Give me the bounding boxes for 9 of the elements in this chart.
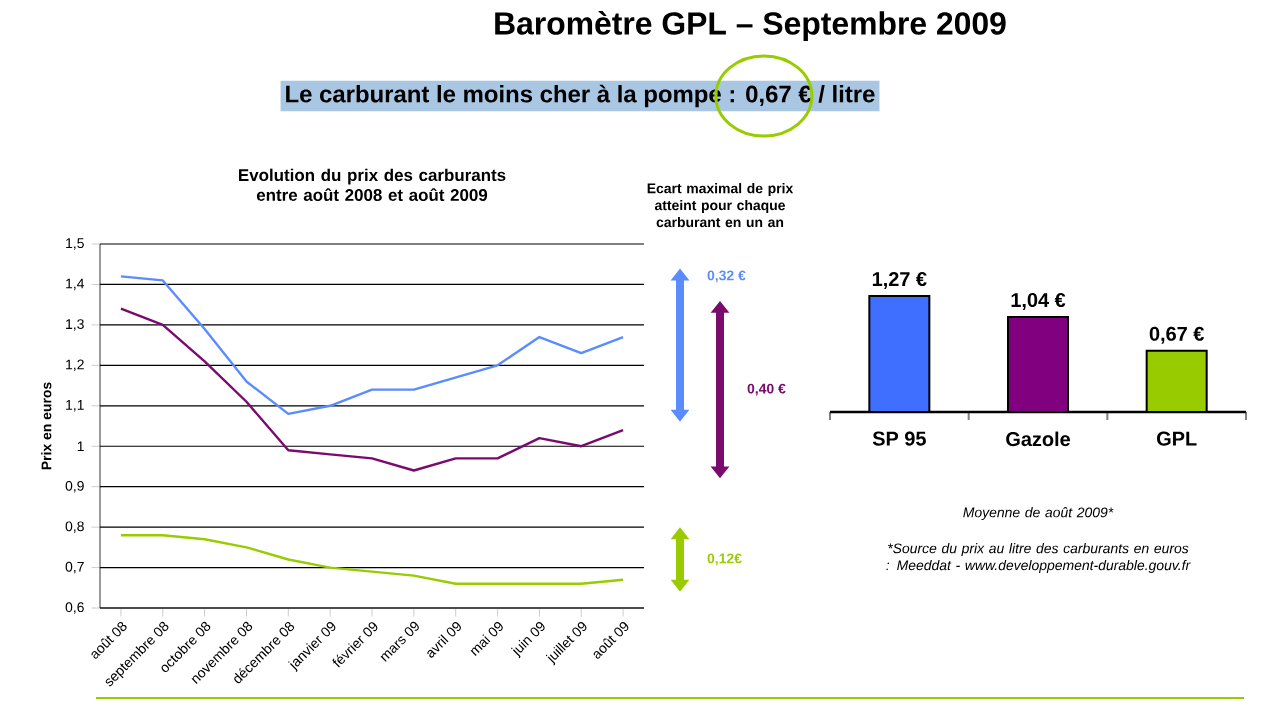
line-series bbox=[119, 307, 625, 472]
chart-title: Evolution du prix des carburants entre août 2008 et août 2009 bbox=[239, 168, 506, 202]
x-tick-label: GPL bbox=[1157, 431, 1197, 446]
data-label: 1,04 € bbox=[1011, 292, 1066, 310]
data-label: 1,27 € bbox=[872, 271, 927, 289]
data-label: 0,67 € bbox=[1149, 326, 1205, 344]
x-tick-label: Gazole bbox=[1006, 431, 1071, 447]
text: Baromètre GPL – Septembre 2009 bbox=[495, 11, 1006, 42]
x-tick-label: SP 95 bbox=[872, 431, 926, 446]
